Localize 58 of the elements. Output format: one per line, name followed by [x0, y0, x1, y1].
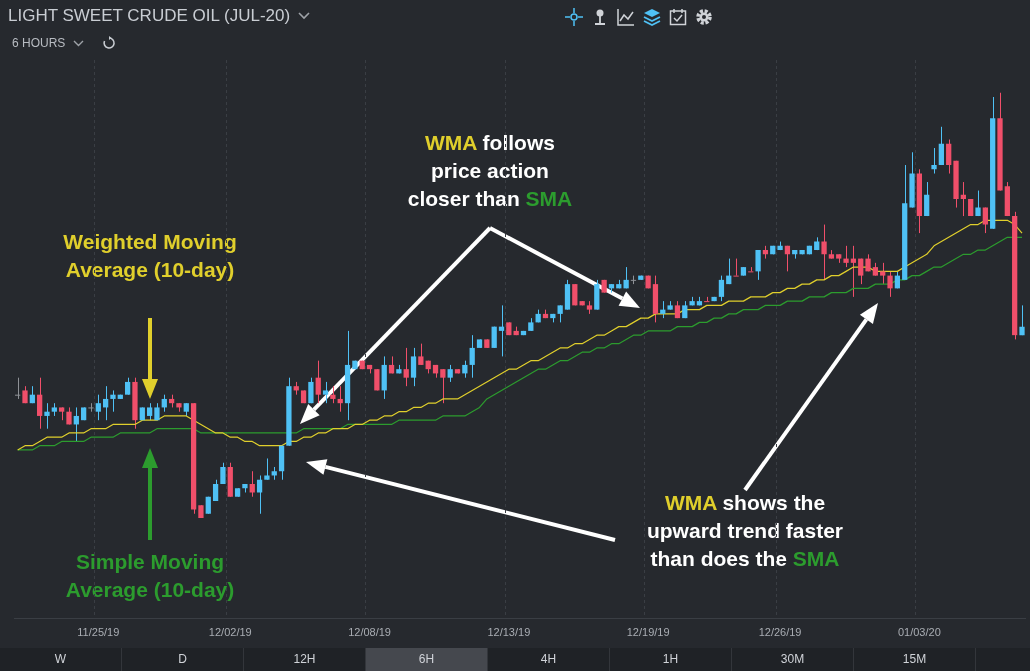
candlestick — [410, 347, 417, 387]
candlestick — [858, 258, 864, 285]
candlestick — [469, 334, 475, 379]
candlestick — [718, 275, 725, 302]
candlestick — [887, 270, 893, 298]
candlestick — [755, 249, 761, 281]
text: 1H — [610, 648, 732, 671]
candlestick — [850, 245, 857, 298]
candlestick — [15, 377, 21, 400]
candlestick — [440, 368, 446, 404]
text: D — [122, 648, 244, 671]
chart-subtitle: 6 HOURS — [12, 36, 66, 50]
candlestick — [264, 457, 270, 481]
text: W — [0, 648, 122, 671]
candlestick — [960, 181, 966, 217]
x-tick-label: 12/02/19 — [208, 626, 252, 639]
candlestick — [843, 245, 849, 268]
candlestick — [975, 190, 981, 217]
candlestick — [733, 258, 739, 277]
text: 6H — [366, 648, 488, 671]
candlestick — [403, 347, 409, 387]
candlestick — [337, 385, 343, 413]
text: 15M — [854, 648, 976, 671]
candlestick — [931, 147, 937, 175]
candlestick — [322, 381, 329, 404]
x-tick-label: 01/03/20 — [897, 626, 941, 639]
candlestick — [256, 474, 263, 515]
x-tick-label: 11/25/19 — [77, 626, 120, 639]
candlestick — [748, 266, 754, 273]
candlestick — [95, 394, 101, 421]
x-tick-label: 12/19/19 — [626, 626, 670, 639]
candlestick — [704, 296, 710, 303]
candlestick — [308, 377, 314, 404]
annotation: Weighted Moving Average (10-day) — [62, 229, 238, 283]
x-tick-label: 12/26/19 — [758, 626, 802, 639]
candlestick — [938, 126, 944, 166]
candlestick — [946, 139, 952, 175]
candlestick — [1019, 304, 1025, 336]
candlestick — [418, 343, 424, 366]
text: Simple Moving Average (10-day) — [64, 549, 236, 603]
candlestick — [110, 389, 116, 413]
candlestick — [821, 224, 827, 281]
annotation: WMA follows price action closer than SMA — [407, 131, 573, 210]
text: 12H — [244, 648, 366, 671]
text: 4H — [488, 648, 610, 671]
candlestick — [220, 462, 226, 485]
candlestick — [982, 207, 988, 234]
candlestick — [498, 304, 505, 357]
candlestick — [44, 402, 50, 430]
candlestick — [37, 377, 43, 430]
x-tick-label: 12/08/19 — [348, 626, 391, 639]
chart-title: LIGHT SWEET CRUDE OIL (JUL-20) — [8, 6, 291, 26]
text: WMA shows the upward trend faster than does the SMA — [646, 491, 844, 570]
candlestick — [880, 262, 886, 285]
candlestick — [924, 181, 930, 217]
candlestick — [315, 360, 321, 404]
x-tick-label: 12/13/19 — [487, 626, 531, 639]
text: 30M — [732, 648, 854, 671]
